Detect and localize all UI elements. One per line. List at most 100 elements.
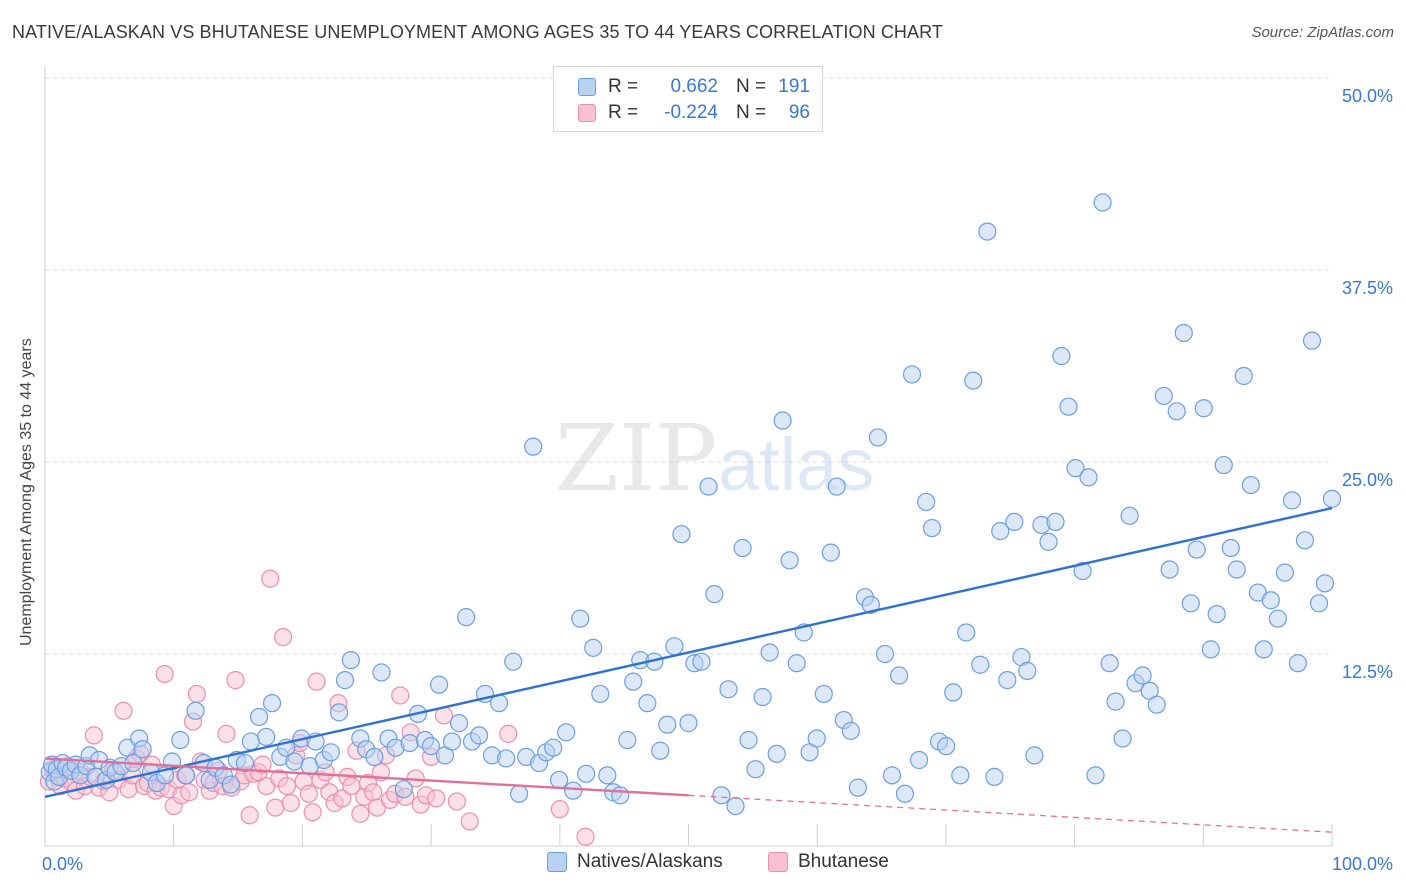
natives-alaskans-point bbox=[330, 703, 349, 722]
watermark-zip: ZIP bbox=[555, 405, 717, 512]
natives-alaskans-point bbox=[177, 766, 196, 785]
natives-alaskans-point bbox=[557, 723, 576, 742]
n-label: N = bbox=[736, 102, 767, 123]
natives-alaskans-point bbox=[1174, 323, 1193, 343]
natives-alaskans-point bbox=[262, 694, 282, 713]
natives-alaskans-point bbox=[171, 730, 190, 750]
legend-item-natives[interactable]: Natives/Alaskans bbox=[547, 851, 723, 873]
natives-alaskans-point bbox=[1133, 666, 1152, 685]
watermark-atlas: atlas bbox=[718, 423, 874, 506]
natives-alaskans-point bbox=[611, 786, 630, 805]
natives-alaskans-point bbox=[665, 637, 684, 656]
natives-alaskans-point bbox=[1295, 531, 1315, 550]
natives-alaskans-point bbox=[598, 766, 617, 785]
natives-alaskans-point bbox=[400, 733, 419, 753]
natives-alaskans-point bbox=[746, 760, 765, 779]
natives-alaskans-point bbox=[1005, 512, 1024, 532]
bhutanese-point bbox=[273, 628, 293, 647]
grid-lines bbox=[45, 77, 1332, 655]
natives-alaskans-point bbox=[1106, 692, 1125, 711]
bhutanese-point bbox=[550, 800, 569, 819]
natives-alaskans-point bbox=[577, 764, 596, 783]
bhutanese-point bbox=[240, 806, 259, 825]
natives-alaskans-point bbox=[699, 477, 718, 496]
legend-item-bhutanese[interactable]: Bhutanese bbox=[768, 851, 889, 873]
natives-alaskans-point bbox=[902, 365, 922, 384]
natives-alaskans-point bbox=[998, 671, 1017, 690]
natives-alaskans-point bbox=[985, 767, 1004, 786]
natives-alaskans-point bbox=[1322, 489, 1342, 508]
natives-alaskans-point bbox=[1315, 574, 1335, 593]
natives-alaskans-point bbox=[442, 732, 462, 751]
axes bbox=[44, 66, 1333, 847]
natives-alaskans-point bbox=[875, 644, 895, 664]
natives-alaskans-point bbox=[618, 730, 637, 750]
y-tick-label: 50.0% bbox=[1342, 86, 1393, 106]
natives-alaskans-point bbox=[133, 740, 152, 759]
natives-alaskans-point bbox=[250, 707, 269, 727]
natives-alaskans-point bbox=[1052, 346, 1071, 366]
bhutanese-point bbox=[84, 726, 104, 745]
bhutanese-point bbox=[460, 812, 479, 831]
natives-alaskans-point bbox=[1073, 561, 1092, 581]
natives-alaskans-point bbox=[372, 663, 391, 682]
natives-alaskans-point bbox=[991, 522, 1010, 541]
r-value: 0.662 bbox=[670, 76, 718, 97]
natives-alaskans-point bbox=[335, 671, 355, 690]
natives-alaskans-point bbox=[1288, 654, 1307, 673]
bhutanese-point bbox=[266, 798, 285, 817]
natives-alaskans-point bbox=[861, 595, 880, 614]
bhutanese-trend-line bbox=[44, 757, 689, 797]
watermark: ZIP atlas bbox=[555, 405, 874, 512]
n-value: 191 bbox=[778, 76, 810, 97]
bhutanese-point bbox=[226, 671, 245, 690]
bhutanese-point bbox=[281, 793, 300, 813]
natives-alaskans-point bbox=[429, 675, 449, 694]
natives-alaskans-point bbox=[571, 609, 590, 628]
y-tick-label: 25.0% bbox=[1342, 470, 1393, 490]
natives-alaskans-point bbox=[978, 222, 997, 241]
natives-alaskans-point bbox=[909, 750, 929, 770]
bhutanese-point bbox=[261, 569, 280, 588]
natives-alaskans-point bbox=[841, 721, 860, 740]
x-tick-label: 0.0% bbox=[42, 854, 83, 874]
natives-alaskans-point bbox=[221, 775, 240, 794]
natives-alaskans-point bbox=[679, 714, 698, 733]
y-axis-label: Unemployment Among Ages 35 to 44 years bbox=[18, 338, 35, 646]
natives-alaskans-point bbox=[787, 654, 806, 673]
natives-alaskans-point bbox=[1181, 594, 1200, 613]
bhutanese-point bbox=[333, 789, 352, 808]
natives-alaskans-point bbox=[1079, 468, 1098, 487]
natives-alaskans-point bbox=[692, 652, 711, 671]
natives-alaskans-point bbox=[1309, 594, 1329, 613]
bhutanese-swatch bbox=[578, 104, 596, 122]
bhutanese-point bbox=[576, 827, 595, 846]
natives-alaskans-point bbox=[1025, 746, 1044, 765]
natives-alaskans-point bbox=[1113, 729, 1132, 748]
x-tick-label: 100.0% bbox=[1332, 854, 1393, 874]
natives-alaskans-point bbox=[1275, 563, 1295, 582]
natives-alaskans-point bbox=[544, 738, 563, 757]
natives-alaskans-point bbox=[1039, 532, 1058, 551]
natives-alaskans-point bbox=[624, 672, 643, 691]
natives-alaskans-point bbox=[1194, 399, 1213, 418]
bhutanese-point bbox=[299, 784, 318, 803]
bhutanese-point bbox=[391, 686, 410, 705]
bhutanese-point bbox=[253, 755, 272, 774]
natives-alaskans-point bbox=[235, 753, 255, 773]
natives-alaskans-point bbox=[1282, 491, 1302, 510]
bhutanese-point bbox=[114, 701, 133, 720]
bhutanese-point bbox=[499, 724, 518, 743]
natives-alaskans-point bbox=[951, 766, 970, 785]
natives-legend-label: Natives/Alaskans bbox=[577, 851, 723, 872]
trend-lines bbox=[44, 506, 1333, 833]
natives-alaskans-point bbox=[1147, 695, 1166, 714]
y-tick-label: 12.5% bbox=[1342, 662, 1393, 682]
natives-alaskans-point bbox=[564, 781, 583, 800]
natives-alaskans-point bbox=[1227, 560, 1246, 579]
natives-alaskans-point bbox=[917, 492, 936, 512]
legend-row-bhutanese: R = -0.224 N = 96 bbox=[578, 100, 810, 126]
natives-alaskans-point bbox=[971, 655, 990, 674]
natives-alaskans-point bbox=[457, 608, 476, 627]
bhutanese-point bbox=[447, 792, 466, 811]
